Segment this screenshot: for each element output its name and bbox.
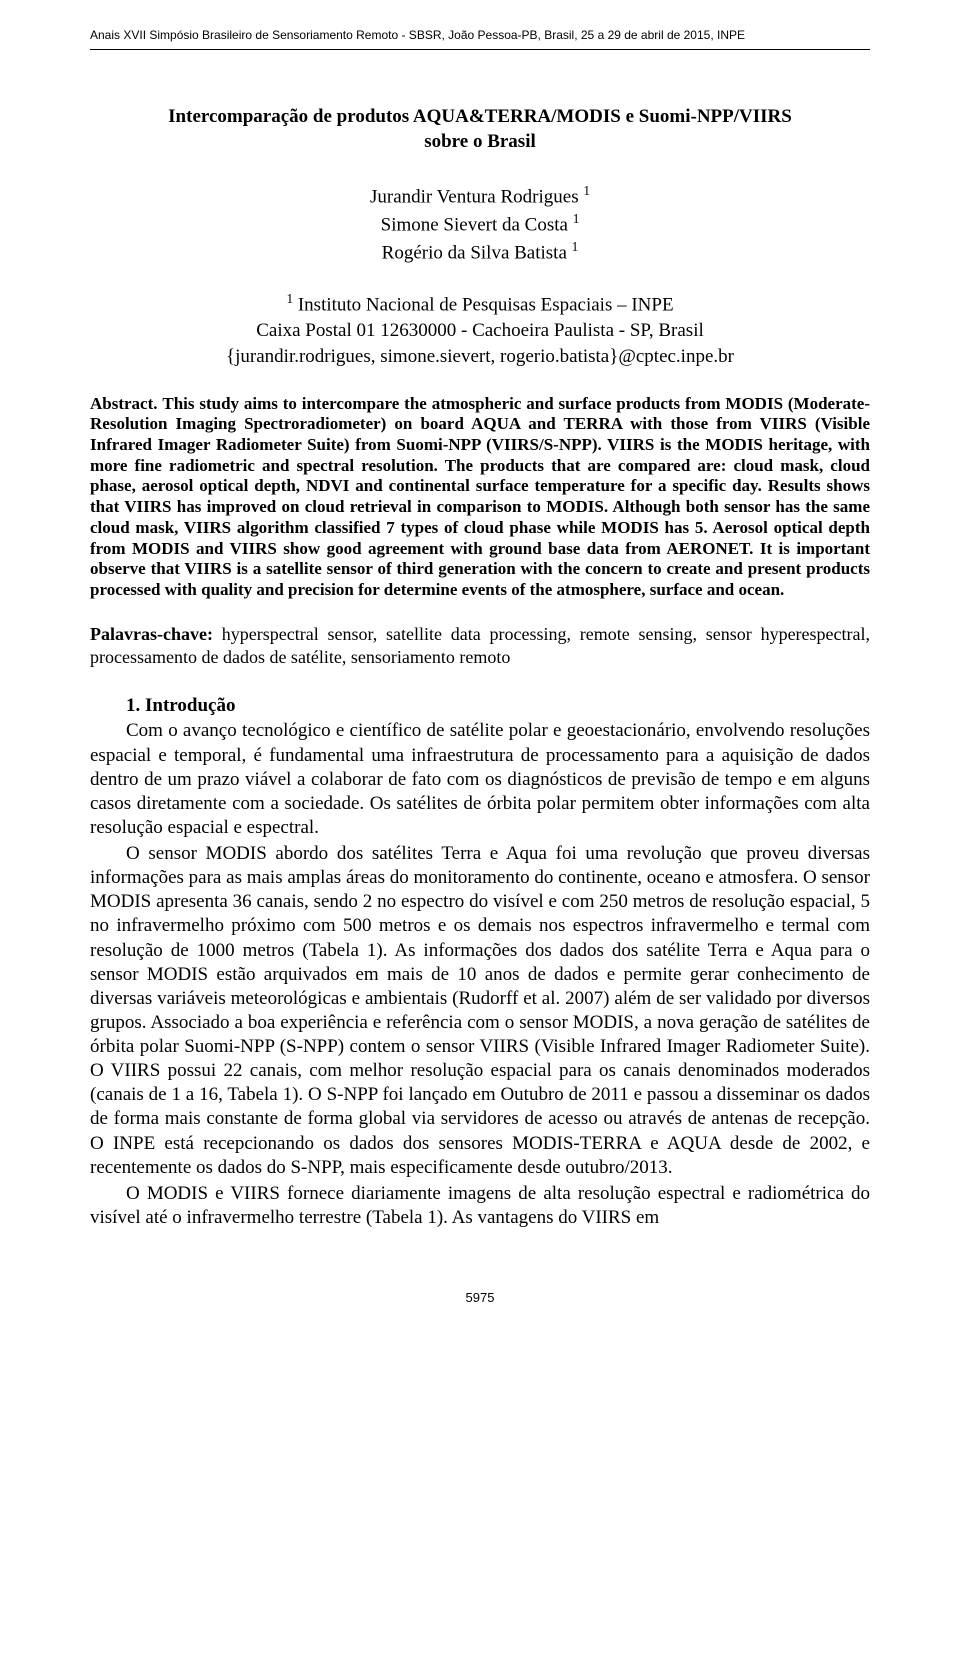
section-1-para-2: O sensor MODIS abordo dos satélites Terr… (90, 842, 870, 1180)
keywords-label: Palavras-chave: (90, 624, 213, 644)
author-3-sup: 1 (572, 239, 579, 254)
paper-title: Intercomparação de produtos AQUA&TERRA/M… (90, 105, 870, 154)
author-3: Rogério da Silva Batista (382, 243, 567, 264)
section-1-para-3: O MODIS e VIIRS fornece diariamente imag… (90, 1182, 870, 1230)
affiliation-emails: {jurandir.rodrigues, simone.sievert, rog… (226, 346, 734, 367)
authors-block: Jurandir Ventura Rodrigues 1 Simone Siev… (90, 182, 870, 266)
conference-header: Anais XVII Simpósio Brasileiro de Sensor… (90, 28, 870, 43)
section-1-para-1: Com o avanço tecnológico e científico de… (90, 719, 870, 840)
title-line-2: sobre o Brasil (424, 131, 536, 152)
author-1: Jurandir Ventura Rodrigues (370, 187, 579, 208)
affiliation-sup: 1 (286, 291, 293, 306)
header-rule (90, 49, 870, 50)
author-1-sup: 1 (583, 183, 590, 198)
keywords-block: Palavras-chave: hyperspectral sensor, sa… (90, 623, 870, 670)
affiliation-address: Caixa Postal 01 12630000 - Cachoeira Pau… (256, 320, 704, 341)
abstract-text: This study aims to intercompare the atmo… (90, 394, 870, 600)
affiliation-name: Instituto Nacional de Pesquisas Espaciai… (298, 295, 674, 316)
author-2-sup: 1 (573, 211, 580, 226)
section-1-heading: 1. Introdução (90, 694, 870, 718)
title-line-1: Intercomparação de produtos AQUA&TERRA/M… (168, 106, 792, 127)
author-2: Simone Sievert da Costa (381, 215, 568, 236)
affiliation-block: 1 Instituto Nacional de Pesquisas Espaci… (90, 290, 870, 369)
page-number: 5975 (90, 1290, 870, 1306)
abstract-block: Abstract. This study aims to intercompar… (90, 394, 870, 601)
abstract-label: Abstract. (90, 394, 158, 413)
